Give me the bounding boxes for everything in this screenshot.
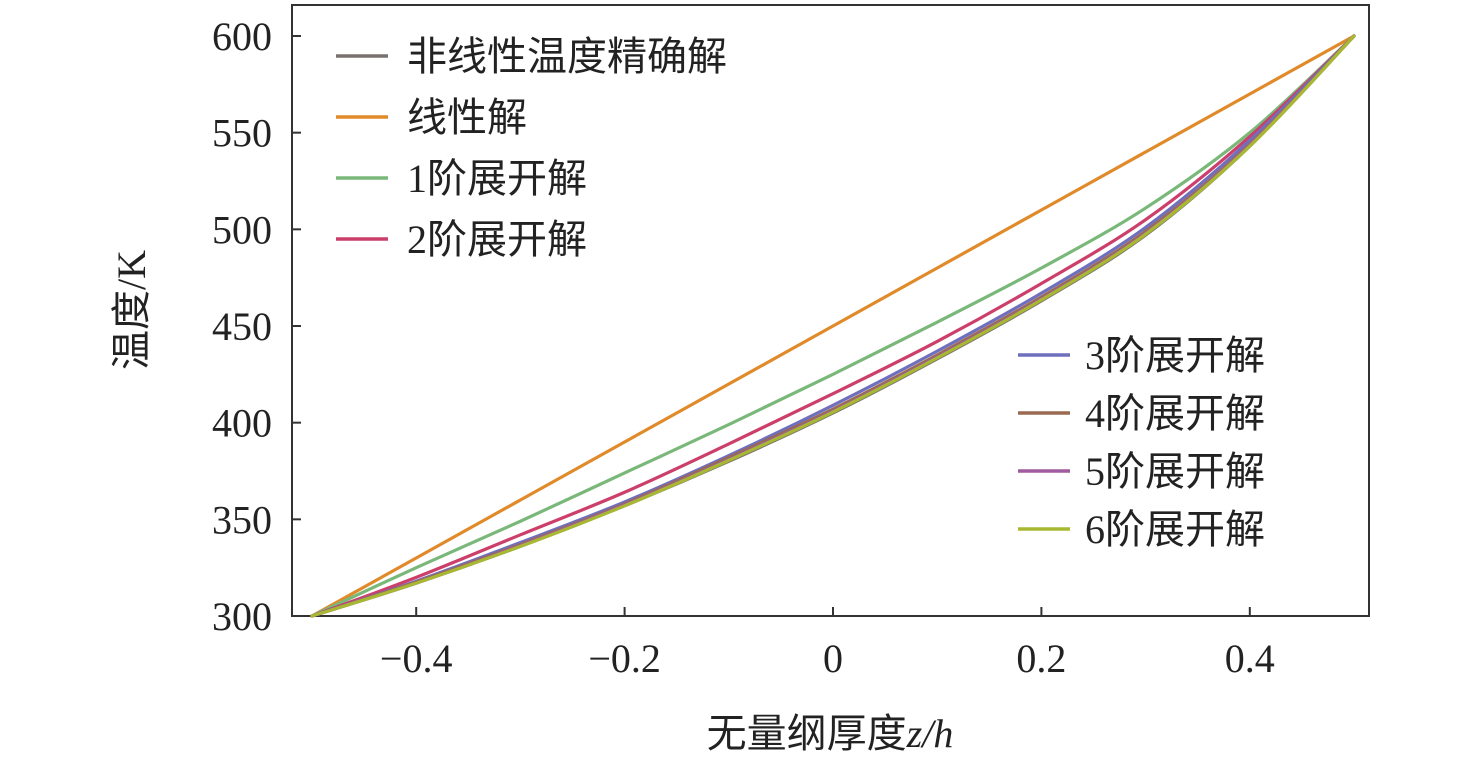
y-tick-label: 500 — [212, 207, 272, 252]
legend-label: 4阶展开解 — [1085, 391, 1265, 436]
legend-label: 1阶展开解 — [407, 156, 587, 201]
x-tick-label: −0.4 — [380, 636, 453, 681]
x-axis-title-text: 无量纲厚度 — [707, 711, 907, 756]
y-tick-label: 400 — [212, 401, 272, 446]
y-tick-label: 350 — [212, 497, 272, 542]
x-tick-label: 0.4 — [1225, 636, 1275, 681]
legend-label: 3阶展开解 — [1085, 333, 1265, 378]
y-tick-label: 550 — [212, 111, 272, 156]
plot-frame — [291, 4, 1370, 617]
axis-ticks: −0.4 −0.2 0 0.2 0.4 300 350 400 450 500 550 600 — [212, 14, 1275, 681]
x-axis-title: 无量纲厚度z/h — [707, 711, 954, 756]
y-tick-label: 300 — [212, 594, 272, 639]
y-axis-title: 温度/K — [109, 250, 154, 370]
x-tick-label: 0 — [823, 636, 843, 681]
series-line-8 — [310, 34, 1356, 618]
series-line-5 — [310, 34, 1356, 618]
y-tick-label: 600 — [212, 14, 272, 59]
legend-label: 线性解 — [407, 95, 527, 140]
x-tick-label: −0.2 — [588, 636, 661, 681]
series-line-4 — [310, 34, 1356, 618]
x-tick-label: 0.2 — [1016, 636, 1066, 681]
legend-label: 5阶展开解 — [1085, 449, 1265, 494]
legend-label: 6阶展开解 — [1085, 507, 1265, 552]
series-line-3 — [310, 34, 1356, 618]
y-tick-label: 450 — [212, 304, 272, 349]
legend-label: 2阶展开解 — [407, 217, 587, 262]
legend-label: 非线性温度精确解 — [407, 34, 727, 79]
x-axis-title-variable: z/h — [906, 711, 954, 756]
series-lines — [310, 34, 1356, 618]
series-line-2 — [310, 34, 1356, 618]
